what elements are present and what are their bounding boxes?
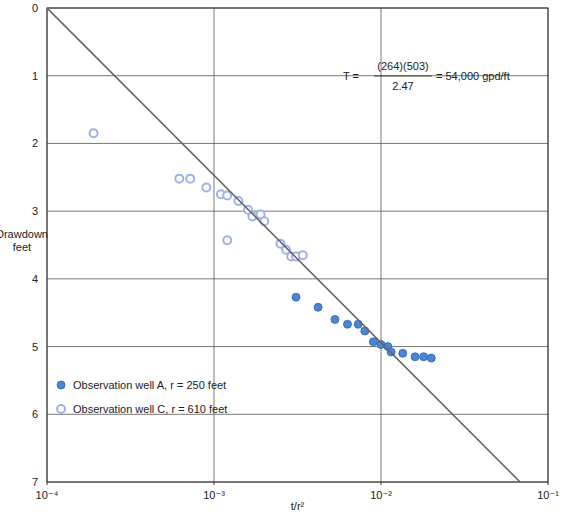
x-tick-label: 10⁻² [370,489,392,501]
tick [381,482,382,485]
y-tick-label: 5 [32,341,38,353]
data-point [331,315,339,323]
data-point [175,175,183,183]
data-point [354,320,362,328]
y-tick-label: 1 [32,70,38,82]
legend-label: Observation well C, r = 610 feet [73,403,227,415]
data-point [369,338,377,346]
y-axis-label: feet [13,241,31,253]
legend-marker [57,405,65,413]
plot-frame [47,8,548,482]
chart: 10⁻⁴ 10⁻³ 10⁻² 10⁻¹ 0 1 2 3 4 5 6 7 t/r² Drawdownfeet… [0,0,566,512]
data-point [292,293,300,301]
y-tick-label: 0 [32,2,38,14]
x-tick-label: 10⁻³ [203,489,225,501]
fraction-bar [374,76,432,77]
y-tick-label: 7 [32,476,38,488]
data-point [223,236,231,244]
annotation: 2.47 [392,80,413,92]
grid-line [47,278,548,279]
data-point [427,354,435,362]
data-point [399,349,407,357]
legend-marker [57,381,65,389]
data-point [186,175,194,183]
data-point [314,303,322,311]
annotation: = 54,000 gpd/ft [436,70,510,82]
plot-area [47,8,548,482]
data-point [90,129,98,137]
data-point [202,183,210,191]
y-tick-label: 3 [32,205,38,217]
x-tick-label: 10⁻¹ [537,489,559,501]
grid-line [47,211,548,212]
annotation: T = [343,70,359,82]
data-point [411,353,419,361]
data-point [260,217,268,225]
data-point [343,320,351,328]
tick [548,482,549,485]
x-tick-label: 10⁻⁴ [36,489,59,501]
tick [214,482,215,485]
y-tick-label: 2 [32,137,38,149]
grid-line [47,346,548,347]
grid-line [47,143,548,144]
y-tick-label: 4 [32,273,38,285]
data-group [47,8,520,482]
data-point [299,251,307,259]
data-point [420,353,428,361]
legend-label: Observation well A, r = 250 feet [73,379,226,391]
tick [47,482,48,485]
data-point [234,197,242,205]
grid-line [381,8,382,482]
fit-line [47,8,520,482]
y-tick-label: 6 [32,408,38,420]
annotation: (264)(503) [377,60,428,72]
x-axis-label: t/r² [291,500,305,512]
y-axis-label: Drawdown [0,228,48,240]
data-point [223,192,231,200]
